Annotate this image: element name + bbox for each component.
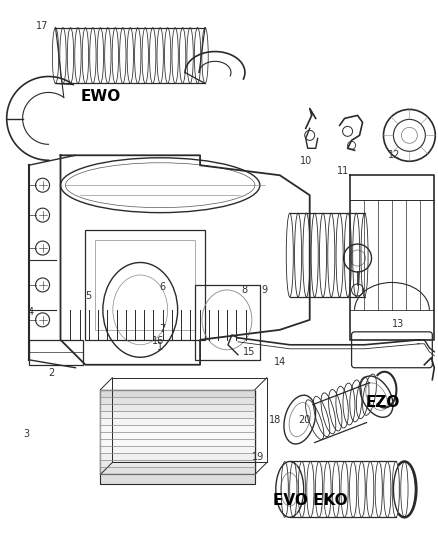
Bar (100, 474, 255, 484)
Text: 11: 11 (337, 166, 350, 176)
Text: 9: 9 (262, 286, 268, 295)
Text: 18: 18 (269, 415, 281, 425)
Bar (100, 390, 255, 474)
Text: 13: 13 (392, 319, 404, 329)
Text: 17: 17 (36, 21, 48, 31)
Bar (100, 432, 255, 439)
Bar (100, 461, 255, 467)
Text: 12: 12 (388, 150, 400, 160)
Text: 8: 8 (241, 286, 247, 295)
Bar (100, 467, 255, 474)
Text: 14: 14 (274, 357, 286, 367)
Bar (100, 425, 255, 432)
Text: 2: 2 (48, 368, 54, 378)
Bar (100, 439, 255, 446)
Text: 3: 3 (23, 430, 29, 440)
Text: 20: 20 (298, 415, 311, 425)
Text: 15: 15 (244, 346, 256, 357)
Text: EWO: EWO (81, 89, 121, 104)
Text: 19: 19 (252, 452, 265, 462)
Bar (100, 404, 255, 411)
Bar (95, 240, 195, 330)
Text: 6: 6 (159, 282, 165, 292)
Bar (100, 411, 255, 418)
Bar (100, 446, 255, 453)
Text: 16: 16 (152, 336, 164, 346)
Bar (100, 453, 255, 461)
Text: EVO EKO: EVO EKO (273, 493, 348, 508)
Bar (100, 418, 255, 425)
Bar (100, 397, 255, 404)
Bar (195, 285, 260, 360)
Text: EZO: EZO (366, 394, 400, 409)
Text: 7: 7 (159, 324, 166, 334)
Text: 1: 1 (157, 342, 163, 352)
Text: 4: 4 (27, 306, 33, 317)
Bar (100, 390, 255, 397)
Text: 5: 5 (85, 290, 91, 301)
Text: 10: 10 (300, 156, 312, 166)
Bar (28, 340, 83, 365)
Bar (85, 230, 205, 340)
